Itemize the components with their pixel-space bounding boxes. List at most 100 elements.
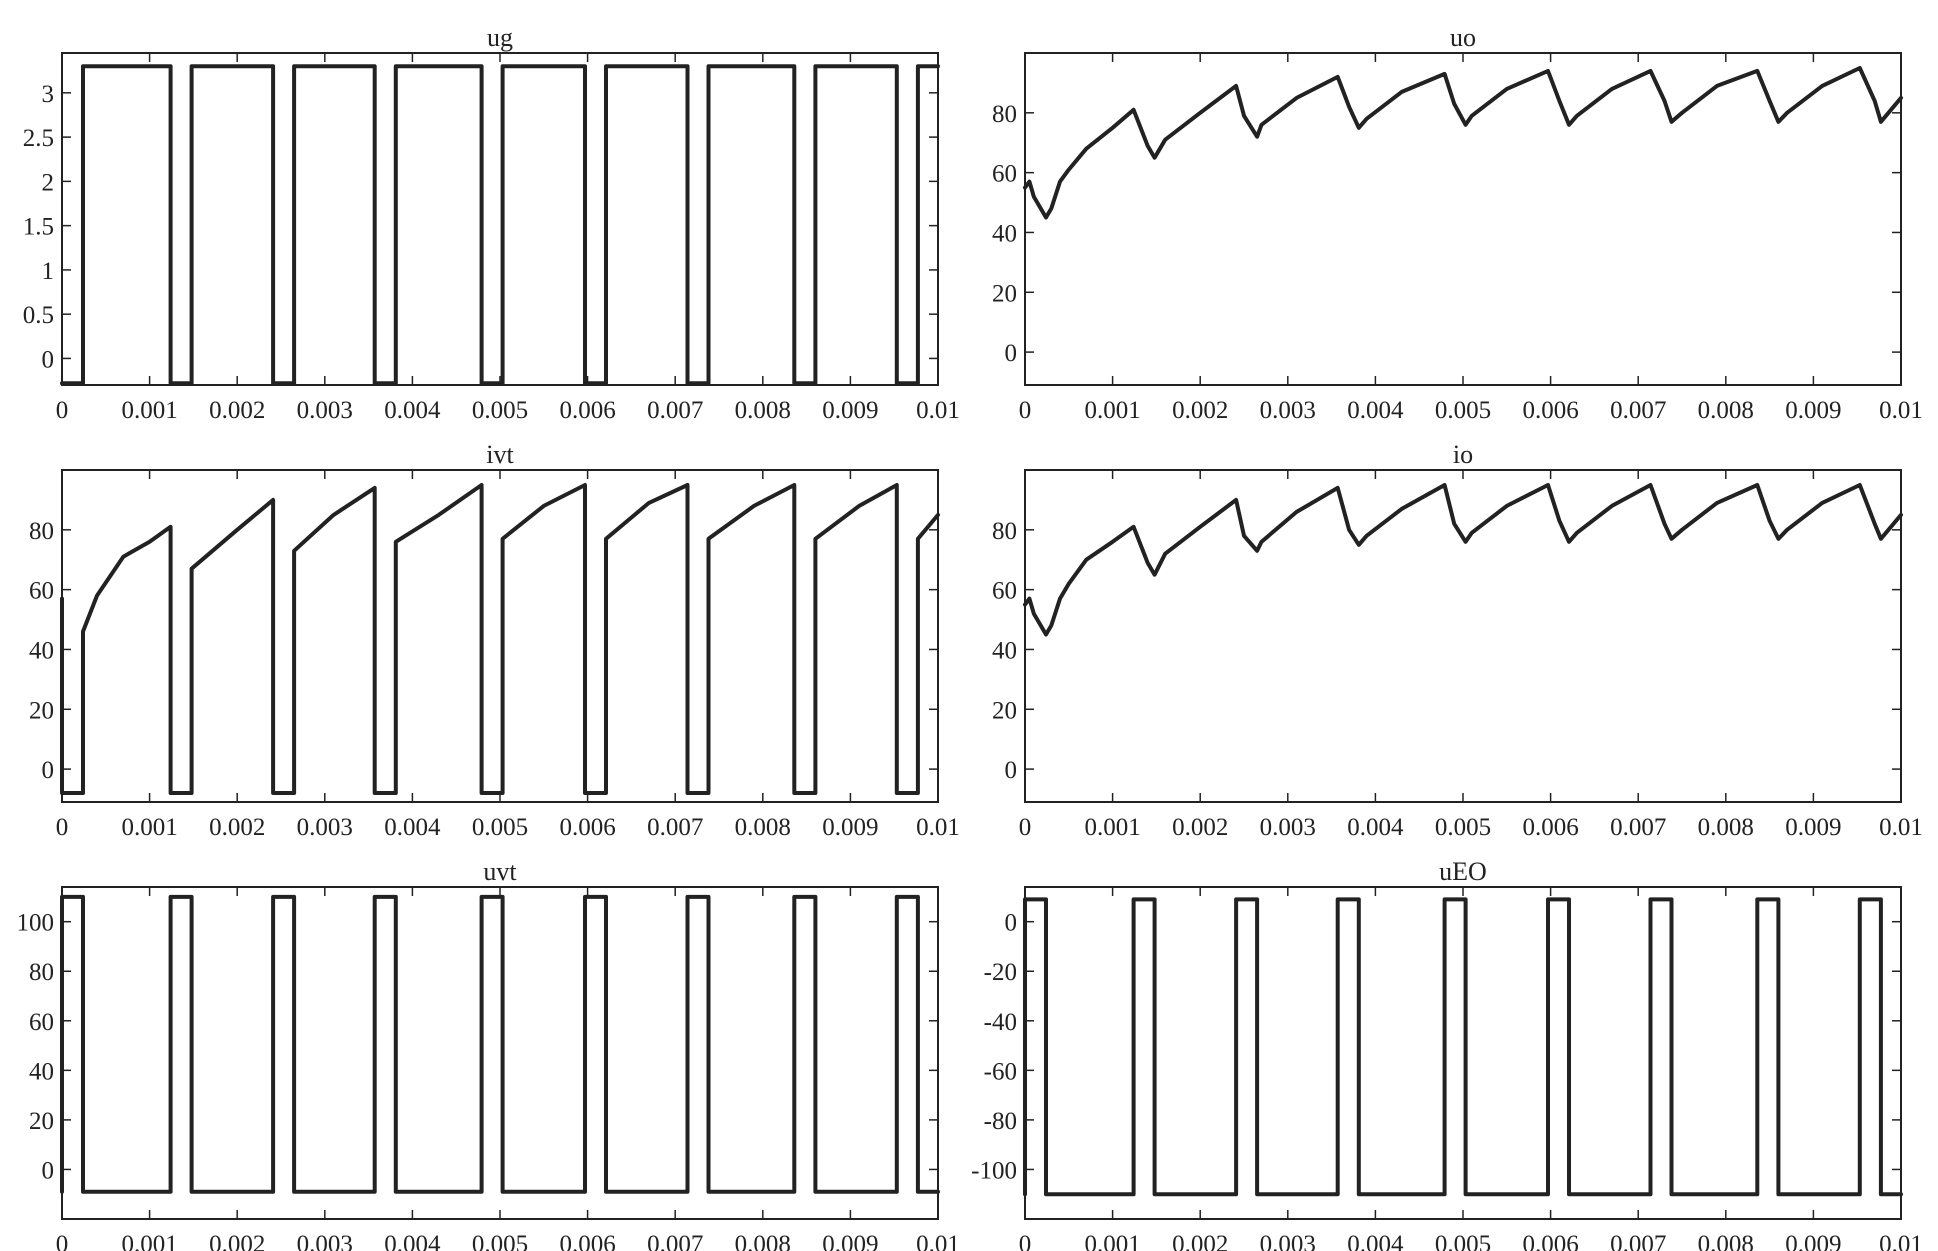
- x-tick-label: 0.01: [916, 814, 960, 841]
- y-tick-label: 60: [992, 161, 1017, 188]
- x-tick-label: 0: [1019, 397, 1032, 424]
- y-tick-label: 80: [29, 518, 54, 545]
- x-tick-label: 0.003: [297, 814, 353, 841]
- x-tick-label: 0.007: [1610, 814, 1666, 841]
- y-tick-label: 0: [42, 1157, 55, 1184]
- x-tick-label: 0.006: [1522, 1231, 1578, 1251]
- x-tick-label: 0.002: [1172, 1231, 1228, 1251]
- x-tick-label: 0.005: [1435, 814, 1491, 841]
- y-tick-label: -40: [984, 1009, 1017, 1036]
- x-tick-label: 0.004: [384, 814, 441, 841]
- x-tick-label: 0.006: [559, 397, 615, 424]
- x-tick-label: 0.004: [1347, 814, 1404, 841]
- x-tick-label: 0.008: [1698, 1231, 1754, 1251]
- x-tick-label: 0.009: [822, 1231, 878, 1251]
- x-tick-label: 0.007: [1610, 397, 1666, 424]
- chart-title: uo: [1450, 23, 1476, 52]
- y-tick-label: -100: [971, 1157, 1017, 1184]
- x-tick-label: 0.009: [1785, 397, 1841, 424]
- x-tick-label: 0: [1019, 814, 1032, 841]
- y-tick-label: 40: [29, 1058, 54, 1085]
- y-tick-label: 40: [29, 637, 54, 664]
- x-tick-label: 0.007: [647, 397, 703, 424]
- y-tick-label: -80: [984, 1108, 1017, 1135]
- x-tick-label: 0.002: [209, 1231, 265, 1251]
- x-tick-label: 0.001: [121, 397, 177, 424]
- x-tick-label: 0.004: [384, 1231, 441, 1251]
- subplot-ivt: ivt 0 0.001 0.002 0.003 0.004 0.005 0.006 0.007 0…: [29, 440, 960, 841]
- y-tick-label: 0: [42, 346, 55, 373]
- x-tick-label: 0.006: [1522, 814, 1578, 841]
- x-tick-label: 0: [56, 397, 69, 424]
- y-tick-label: 20: [992, 697, 1017, 724]
- x-tick-label: 0.008: [735, 814, 791, 841]
- x-tick-label: 0.002: [209, 397, 265, 424]
- series-line-uo: [1023, 66, 1903, 220]
- x-tick-label: 0.003: [1260, 814, 1316, 841]
- subplot-uEO: uEO 0 0.001 0.002 0.003 0.004 0.005 0.006 0.007 0…: [971, 857, 1923, 1251]
- subplot-ug: ug 0 0.001 0.002 0.003 0.004 0.005 0.006 0.007 0.…: [23, 23, 960, 424]
- y-tick-label: 40: [992, 220, 1017, 247]
- x-tick-label: 0.001: [121, 814, 177, 841]
- x-tick-label: 0.004: [1347, 397, 1404, 424]
- x-tick-label: 0.009: [1785, 814, 1841, 841]
- x-tick-label: 0.002: [1172, 397, 1228, 424]
- y-tick-label: 2.5: [23, 125, 54, 152]
- x-tick-label: 0.007: [1610, 1231, 1666, 1251]
- y-tick-label: 0: [1005, 910, 1018, 937]
- y-tick-label: 0: [1005, 340, 1018, 367]
- x-tick-label: 0: [56, 1231, 69, 1251]
- y-tick-label: 80: [29, 959, 54, 986]
- x-tick-label: 0.008: [735, 1231, 791, 1251]
- x-tick-label: 0.006: [1522, 397, 1578, 424]
- x-tick-label: 0.005: [1435, 1231, 1491, 1251]
- x-tick-label: 0.008: [1698, 814, 1754, 841]
- y-tick-label: 60: [992, 578, 1017, 605]
- y-tick-label: 60: [29, 578, 54, 605]
- x-tick-label: 0.003: [1260, 397, 1316, 424]
- chart-title: ivt: [486, 440, 514, 469]
- x-tick-label: 0.001: [121, 1231, 177, 1251]
- chart-title: ug: [487, 23, 513, 52]
- x-tick-label: 0.007: [647, 1231, 703, 1251]
- x-tick-label: 0.008: [735, 397, 791, 424]
- x-tick-label: 0.007: [647, 814, 703, 841]
- x-tick-label: 0.009: [822, 814, 878, 841]
- x-tick-label: 0.004: [1347, 1231, 1404, 1251]
- x-tick-label: 0.005: [472, 1231, 528, 1251]
- y-tick-label: -20: [984, 959, 1017, 986]
- y-tick-label: 20: [992, 280, 1017, 307]
- y-tick-label: 20: [29, 1108, 54, 1135]
- subplot-io: io 0 0.001 0.002 0.003 0.004 0.005 0.006 0.007 0.…: [992, 440, 1923, 841]
- x-tick-label: 0.01: [1879, 1231, 1923, 1251]
- series-line-uEO: [1023, 897, 1903, 1197]
- x-tick-label: 0.008: [1698, 397, 1754, 424]
- x-tick-label: 0.003: [297, 1231, 353, 1251]
- y-tick-label: 0: [1005, 757, 1018, 784]
- series-line-io: [1023, 483, 1903, 637]
- x-tick-label: 0: [56, 814, 69, 841]
- x-tick-label: 0.003: [297, 397, 353, 424]
- x-tick-label: 0.006: [559, 814, 615, 841]
- chart-title: io: [1453, 440, 1473, 469]
- x-tick-label: 0.01: [916, 1231, 960, 1251]
- x-tick-label: 0.005: [472, 397, 528, 424]
- x-tick-label: 0.01: [1879, 397, 1923, 424]
- y-tick-label: 80: [992, 101, 1017, 128]
- x-tick-label: 0.01: [1879, 814, 1923, 841]
- y-tick-label: -60: [984, 1058, 1017, 1085]
- x-tick-label: 0.009: [822, 397, 878, 424]
- x-tick-label: 0.005: [1435, 397, 1491, 424]
- x-tick-label: 0.002: [1172, 814, 1228, 841]
- chart-title: uEO: [1439, 857, 1487, 886]
- subplot-uvt: uvt 0 0.001 0.002 0.003 0.004 0.005 0.006 0.007 0…: [17, 857, 960, 1251]
- x-tick-label: 0.01: [916, 397, 960, 424]
- x-tick-label: 0.001: [1084, 397, 1140, 424]
- series-line-uvt: [60, 894, 940, 1194]
- y-tick-label: 100: [17, 910, 55, 937]
- y-tick-label: 3: [42, 81, 55, 108]
- y-tick-label: 0: [42, 757, 55, 784]
- x-tick-label: 0.002: [209, 814, 265, 841]
- y-tick-label: 60: [29, 1009, 54, 1036]
